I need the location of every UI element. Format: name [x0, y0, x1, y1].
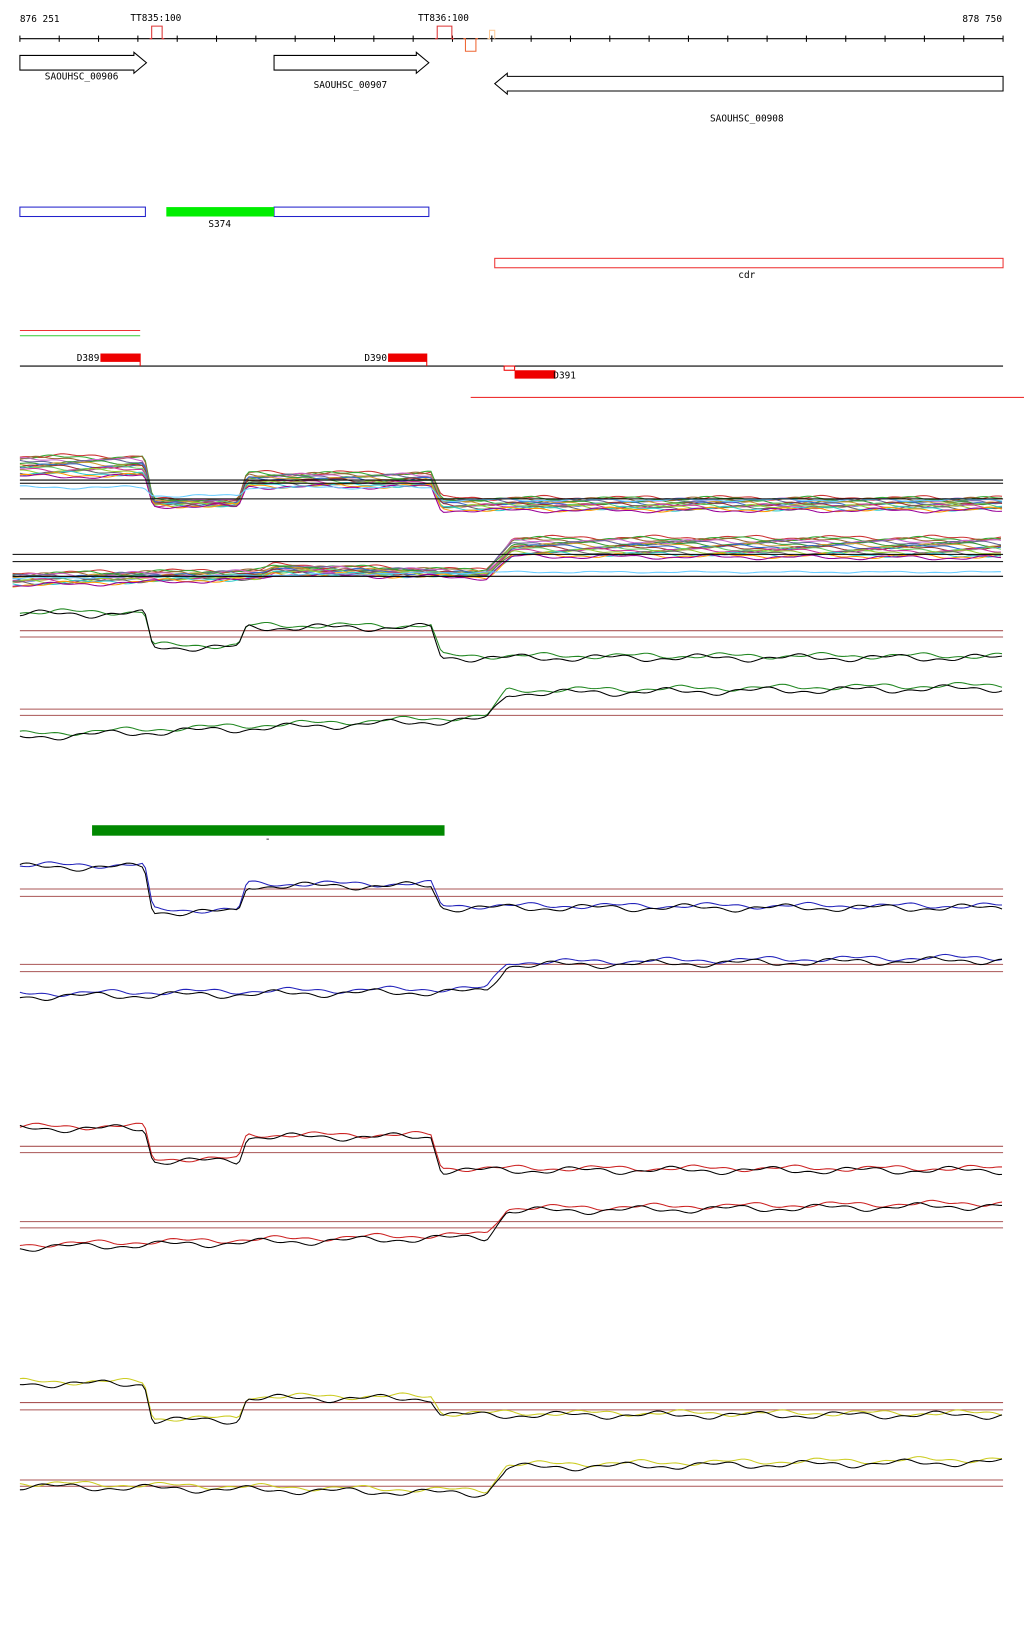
ruler-end: 878 750 — [962, 14, 1002, 25]
d-label: D389 — [77, 353, 100, 364]
terminator-label: TT836:100 — [418, 13, 469, 24]
expression-traces — [12, 453, 1004, 1498]
gene-arrows — [19, 51, 1004, 96]
segment-marker: - — [265, 834, 271, 845]
feature-label: cdr — [738, 270, 755, 281]
feature-box — [273, 206, 430, 218]
trace — [19, 609, 1003, 663]
trace — [19, 1124, 1003, 1176]
trace — [19, 1456, 1003, 1494]
trace — [19, 470, 1003, 512]
trace — [19, 861, 1003, 914]
trace — [19, 953, 1003, 997]
trace — [19, 1379, 1003, 1425]
trace — [19, 472, 1003, 513]
trace — [19, 1199, 1003, 1248]
segment-bar — [92, 825, 445, 836]
trace — [12, 553, 1002, 587]
feature-label: S374 — [208, 219, 231, 230]
trace — [19, 608, 1003, 660]
trace — [19, 462, 1003, 507]
gene-label: SAOUHSC_00906 — [45, 71, 119, 82]
gene-label: SAOUHSC_00908 — [710, 113, 784, 124]
trace — [19, 473, 1003, 514]
trace — [19, 1377, 1003, 1422]
terminator-label: TT835:100 — [130, 13, 181, 24]
ruler-start: 876 251 — [20, 14, 60, 25]
trace — [19, 681, 1003, 737]
feature-box — [166, 207, 275, 217]
d-box — [100, 353, 141, 362]
trace — [19, 453, 1003, 503]
trace — [19, 956, 1003, 1001]
trace — [19, 862, 1003, 917]
d-box — [503, 365, 516, 371]
trace — [19, 1122, 1003, 1173]
trace — [12, 549, 1002, 585]
trace — [19, 1202, 1003, 1252]
trace — [19, 684, 1003, 741]
trace — [19, 1458, 1003, 1498]
d-box — [388, 353, 427, 362]
gene-label: SAOUHSC_00907 — [314, 80, 388, 91]
feature-box — [494, 257, 1004, 269]
feature-box — [19, 206, 146, 218]
trace — [19, 454, 1003, 504]
terminators — [149, 25, 496, 52]
d-label: D390 — [364, 353, 387, 364]
d-box — [514, 370, 556, 379]
d-label: D391 — [553, 371, 576, 382]
